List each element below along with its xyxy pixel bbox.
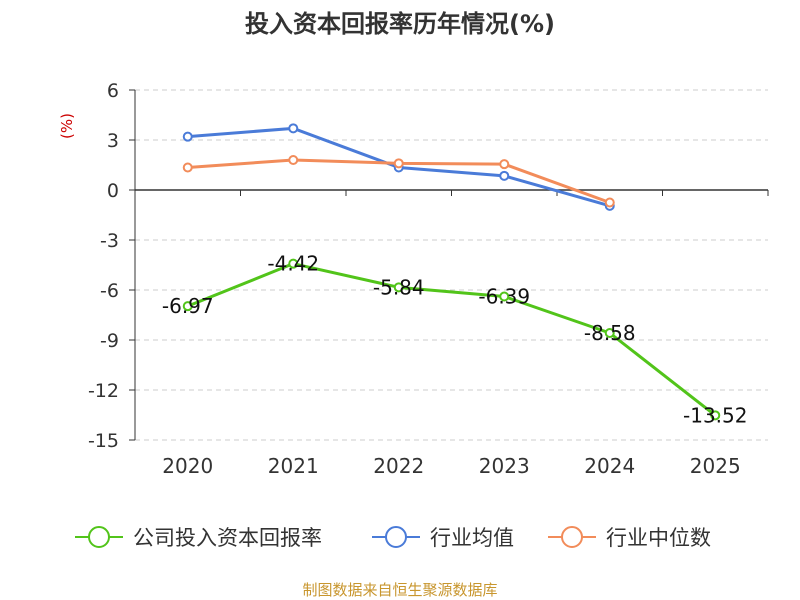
y-tick-label: -9 [100, 330, 119, 352]
x-tick-label: 2022 [373, 454, 424, 478]
y-tick-label: 3 [107, 130, 119, 152]
legend-marker-icon [561, 526, 583, 548]
data-point[interactable] [288, 123, 299, 134]
data-label: -8.58 [584, 321, 636, 345]
data-point[interactable] [182, 162, 193, 173]
series-line [187, 262, 717, 417]
x-tick-label: 2023 [479, 454, 530, 478]
series-lines [182, 123, 721, 421]
data-label: -13.52 [683, 403, 747, 427]
data-point[interactable] [499, 291, 510, 302]
data-point[interactable] [604, 197, 615, 208]
legend-label: 行业中位数 [606, 526, 711, 550]
x-tick-label: 2021 [268, 454, 319, 478]
data-label: -4.42 [267, 252, 319, 276]
data-point[interactable] [499, 159, 510, 170]
chart-title: 投入资本回报率历年情况(%) [245, 10, 555, 38]
data-point[interactable] [182, 131, 193, 142]
data-label: -6.39 [478, 285, 530, 309]
legend-item[interactable]: 公司投入资本回报率 [75, 526, 322, 550]
legend-marker-icon [88, 526, 110, 548]
data-label: -5.84 [373, 275, 425, 299]
data-point[interactable] [710, 410, 721, 421]
data-point[interactable] [604, 328, 615, 338]
y-tick-label: -15 [88, 430, 119, 452]
legend-label: 公司投入资本回报率 [133, 526, 322, 550]
grid-lines [135, 89, 768, 441]
axes: 6 3 0 -3 -6 -9 -12 -15 2020 2021 2022 2023 2024 2025 [88, 80, 769, 478]
data-point[interactable] [182, 301, 193, 312]
data-labels: -6.97 -4.42 -5.84 -6.39 -8.58 -13.52 [162, 252, 748, 428]
y-tick-label: 6 [107, 80, 119, 102]
data-point[interactable] [499, 170, 510, 181]
legend-marker-icon [385, 526, 407, 548]
data-source-note: 制图数据来自恒生聚源数据库 [302, 581, 497, 599]
data-point[interactable] [288, 155, 299, 165]
data-label: -6.97 [162, 294, 214, 318]
data-point[interactable] [393, 282, 404, 293]
legend-item[interactable]: 行业均值 [372, 526, 514, 550]
y-tick-label: -12 [88, 380, 119, 402]
legend-label: 行业均值 [430, 526, 514, 550]
y-tick-label: 0 [107, 180, 119, 202]
data-point[interactable] [393, 158, 404, 169]
x-tick-label: 2020 [162, 454, 213, 478]
legend-item[interactable]: 行业中位数 [548, 526, 711, 550]
x-tick-label: 2025 [690, 454, 741, 478]
y-tick-label: -3 [100, 230, 119, 252]
y-axis-label: (%) [58, 113, 76, 139]
y-tick-label: -6 [100, 280, 119, 302]
legend: 公司投入资本回报率 行业均值 行业中位数 [75, 526, 711, 550]
x-tick-label: 2024 [584, 454, 635, 478]
data-point[interactable] [288, 258, 299, 269]
